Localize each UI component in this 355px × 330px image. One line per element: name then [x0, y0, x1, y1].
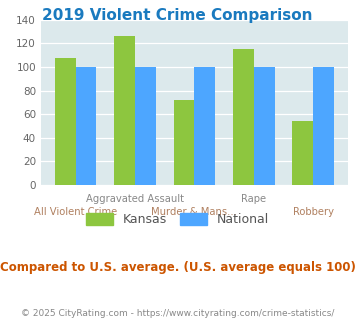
Bar	[254, 67, 274, 185]
Text: Aggravated Assault: Aggravated Assault	[86, 194, 184, 204]
Text: Rape: Rape	[241, 194, 266, 204]
Bar	[174, 100, 195, 185]
Text: Robbery: Robbery	[293, 207, 334, 217]
Text: Murder & Mans...: Murder & Mans...	[152, 207, 237, 217]
Bar	[55, 57, 76, 185]
Bar	[76, 67, 96, 185]
Legend: Kansas, National: Kansas, National	[86, 213, 269, 226]
Bar	[313, 67, 334, 185]
Bar	[233, 49, 254, 185]
Text: 2019 Violent Crime Comparison: 2019 Violent Crime Comparison	[42, 8, 313, 23]
Bar	[293, 121, 313, 185]
Text: All Violent Crime: All Violent Crime	[34, 207, 117, 217]
Bar	[135, 67, 156, 185]
Bar	[114, 36, 135, 185]
Bar	[195, 67, 215, 185]
Text: Compared to U.S. average. (U.S. average equals 100): Compared to U.S. average. (U.S. average …	[0, 261, 355, 274]
Text: © 2025 CityRating.com - https://www.cityrating.com/crime-statistics/: © 2025 CityRating.com - https://www.city…	[21, 309, 334, 317]
